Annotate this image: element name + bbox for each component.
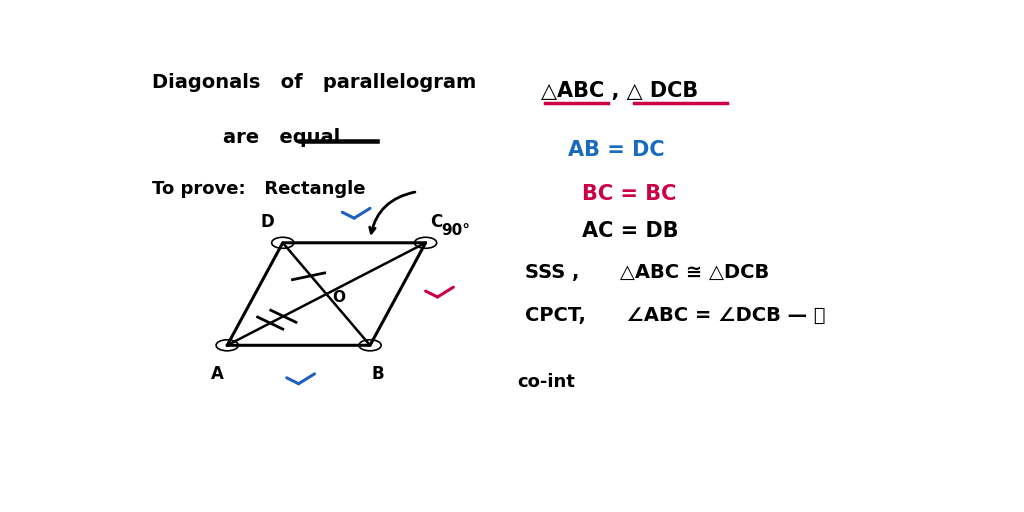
Text: SSS ,      △ABC ≅ △DCB: SSS , △ABC ≅ △DCB (524, 263, 769, 282)
Text: △ABC , △ DCB: △ABC , △ DCB (541, 81, 698, 101)
Text: 90°: 90° (441, 223, 470, 239)
Text: A: A (211, 365, 224, 383)
Text: are   equal: are equal (223, 129, 341, 147)
Text: CPCT,      ∠ABC = ∠DCB — ⓞ: CPCT, ∠ABC = ∠DCB — ⓞ (524, 306, 825, 325)
Text: Diagonals   of   parallelogram: Diagonals of parallelogram (152, 73, 476, 92)
Text: C: C (430, 213, 442, 231)
Text: O: O (332, 290, 345, 306)
Text: D: D (260, 213, 273, 231)
Text: AB = DC: AB = DC (568, 140, 665, 160)
Text: To prove:   Rectangle: To prove: Rectangle (152, 180, 366, 198)
Text: co-int: co-int (517, 373, 574, 391)
Text: AC = DB: AC = DB (582, 221, 679, 241)
Text: BC = BC: BC = BC (582, 184, 676, 204)
Text: B: B (372, 365, 384, 383)
